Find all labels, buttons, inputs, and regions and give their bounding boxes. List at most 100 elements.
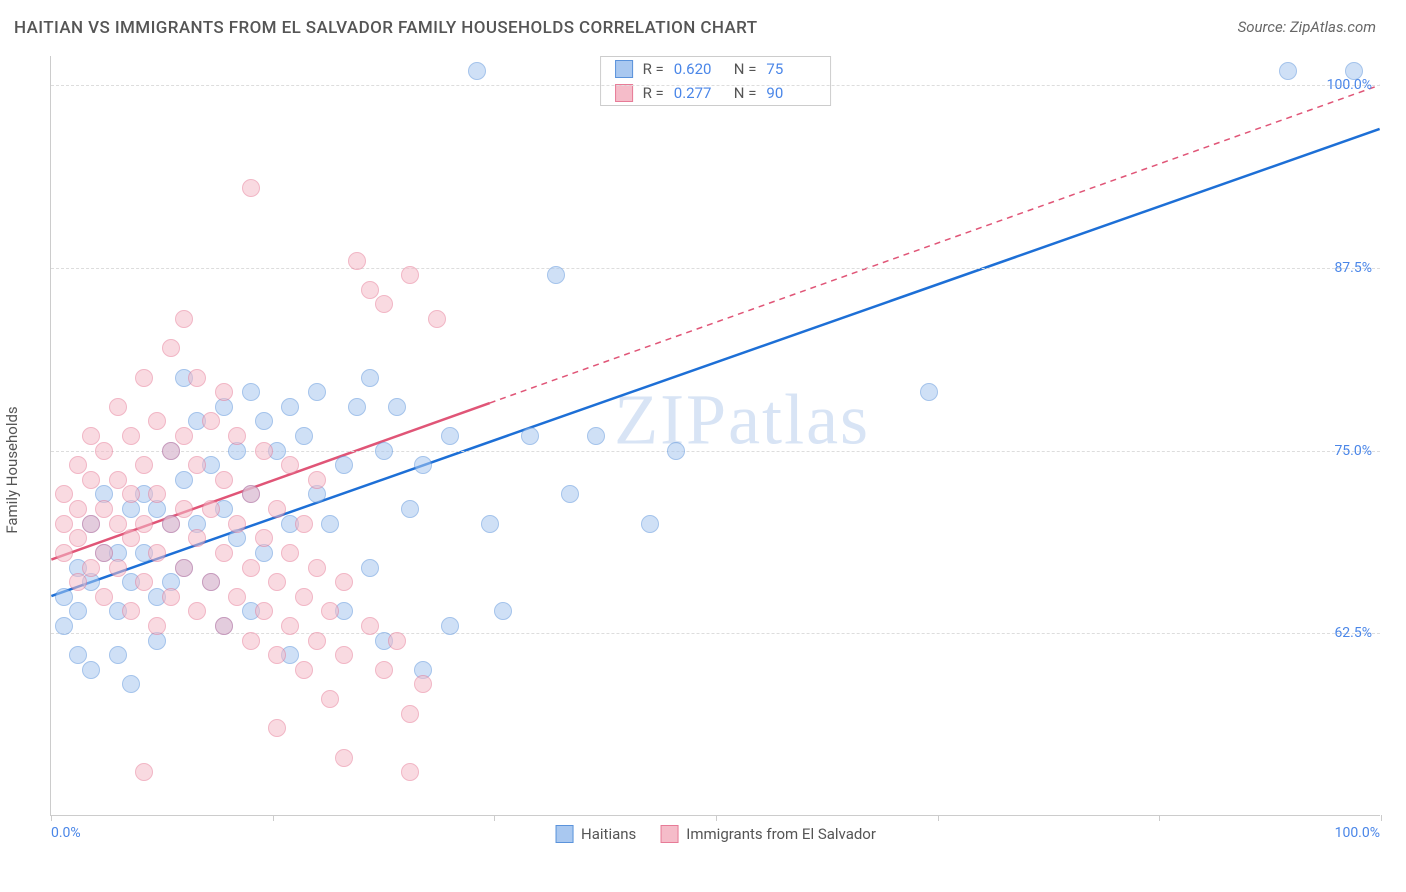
scatter-point [242,179,260,197]
scatter-point [667,442,685,460]
scatter-point [122,485,140,503]
r-value: 0.620 [674,60,724,78]
scatter-point [321,515,339,533]
scatter-point [481,515,499,533]
scatter-point [348,398,366,416]
scatter-point [69,529,87,547]
scatter-point [175,427,193,445]
scatter-point [335,646,353,664]
scatter-point [321,690,339,708]
scatter-point [308,632,326,650]
scatter-point [388,632,406,650]
scatter-point [148,544,166,562]
scatter-point [295,515,313,533]
swatch-icon [555,825,573,843]
scatter-point [255,412,273,430]
scatter-point [561,485,579,503]
scatter-point [175,310,193,328]
scatter-point [188,602,206,620]
scatter-point [1279,62,1297,80]
scatter-point [441,617,459,635]
scatter-point [135,515,153,533]
scatter-point [148,617,166,635]
scatter-point [215,383,233,401]
scatter-point [361,281,379,299]
scatter-point [95,442,113,460]
scatter-point [122,675,140,693]
source-label: Source: [1238,18,1287,36]
scatter-point [135,763,153,781]
scatter-point [335,456,353,474]
swatch-icon [615,84,633,102]
scatter-point [69,500,87,518]
x-tick [716,815,717,821]
n-value: 75 [766,60,816,78]
scatter-point [255,602,273,620]
scatter-point [95,588,113,606]
scatter-point [242,632,260,650]
scatter-point [82,471,100,489]
legend-item: Immigrants from El Salvador [660,825,876,843]
scatter-point [308,383,326,401]
scatter-point [135,573,153,591]
scatter-point [308,471,326,489]
scatter-point [361,559,379,577]
scatter-point [468,62,486,80]
chart-container: Family Households ZIPatlas R = 0.620 N =… [0,46,1406,876]
stats-row: R = 0.620 N = 75 [601,57,831,81]
scatter-point [55,485,73,503]
scatter-point [281,617,299,635]
scatter-point [414,675,432,693]
plot-area: ZIPatlas R = 0.620 N = 75 R = 0.277 N = … [50,56,1380,816]
y-tick-label: 87.5% [1334,260,1372,276]
legend-label: Immigrants from El Salvador [686,825,876,843]
scatter-point [255,529,273,547]
scatter-point [202,412,220,430]
scatter-point [202,573,220,591]
scatter-point [281,456,299,474]
scatter-point [228,588,246,606]
scatter-point [82,427,100,445]
scatter-point [215,471,233,489]
scatter-point [109,515,127,533]
scatter-point [122,602,140,620]
scatter-point [414,456,432,474]
scatter-point [148,412,166,430]
scatter-point [162,515,180,533]
scatter-point [361,617,379,635]
scatter-point [547,266,565,284]
x-tick-label: 0.0% [51,825,81,841]
scatter-point [295,588,313,606]
scatter-point [82,515,100,533]
scatter-point [95,500,113,518]
scatter-point [281,544,299,562]
scatter-point [255,442,273,460]
scatter-point [228,515,246,533]
x-tick [1159,815,1160,821]
scatter-point [295,661,313,679]
scatter-point [69,602,87,620]
scatter-point [1345,62,1363,80]
source-value: ZipAtlas.com [1290,18,1376,36]
scatter-point [202,500,220,518]
scatter-point [55,588,73,606]
scatter-point [441,427,459,445]
n-label: N = [734,84,757,102]
scatter-point [122,529,140,547]
scatter-point [242,485,260,503]
scatter-point [175,471,193,489]
scatter-point [268,573,286,591]
swatch-icon [615,60,633,78]
scatter-point [175,559,193,577]
scatter-point [228,427,246,445]
scatter-point [308,559,326,577]
scatter-point [494,602,512,620]
scatter-point [135,369,153,387]
scatter-point [69,646,87,664]
scatter-point [428,310,446,328]
legend-label: Haitians [581,825,636,843]
y-tick-label: 62.5% [1334,625,1372,641]
scatter-point [401,763,419,781]
scatter-point [162,339,180,357]
scatter-point [82,661,100,679]
